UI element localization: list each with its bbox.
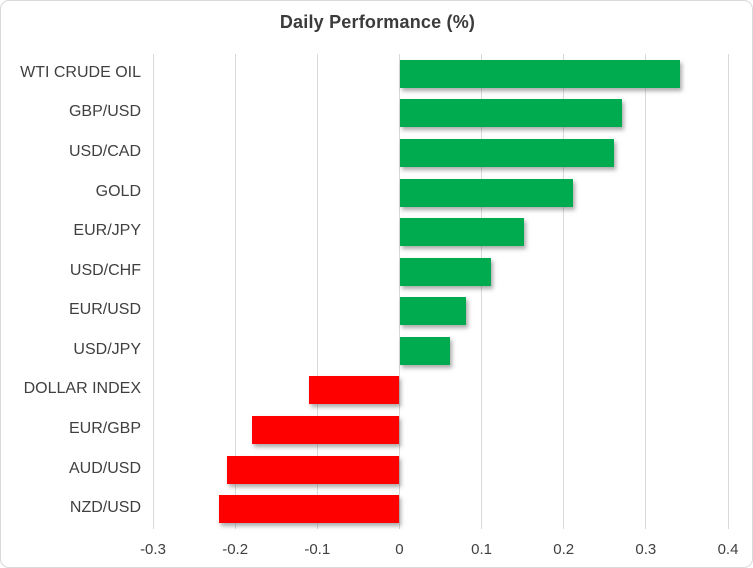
x-tick-label-0.1: 0.1: [471, 541, 492, 558]
gridline-0.1: [481, 54, 483, 529]
bar-usd-chf: [400, 257, 491, 286]
category-label-nzd-usd: NZD/USD: [69, 499, 141, 517]
x-tick-label-0.4: 0.4: [717, 541, 739, 558]
category-label-usd-chf: USD/CHF: [69, 261, 141, 279]
bar-aud-usd: [226, 455, 400, 484]
chart-title: Daily Performance (%): [279, 12, 476, 32]
bar-eur-usd: [400, 297, 467, 326]
x-tick-label-0.2: 0.2: [553, 541, 575, 558]
x-tick-label-0.3: 0.3: [635, 541, 657, 558]
bar-usd-cad: [400, 138, 614, 167]
category-label-eur-usd: EUR/USD: [68, 301, 141, 319]
category-label-gold: GOLD: [95, 182, 141, 200]
bar-nzd-usd: [218, 495, 400, 524]
category-label-eur-jpy: EUR/JPY: [73, 222, 141, 240]
bar-wti-crude-oil: [400, 59, 680, 88]
gridline--0.3: [152, 54, 154, 529]
gridline-0.4: [727, 54, 729, 529]
gridline--0.2: [234, 54, 236, 529]
gridline-0.3: [645, 54, 647, 529]
x-tick-label--0.3: -0.3: [140, 541, 166, 558]
x-tick-label-0: 0: [395, 541, 404, 558]
bar-eur-gbp: [251, 416, 400, 445]
bar-gold: [400, 178, 573, 207]
bar-usd-jpy: [400, 336, 450, 365]
category-label-eur-gbp: EUR/GBP: [68, 420, 141, 438]
category-label-aud-usd: AUD/USD: [68, 459, 141, 477]
category-label-dollar-index: DOLLAR INDEX: [23, 380, 141, 398]
category-label-usd-jpy: USD/JPY: [73, 340, 141, 358]
category-label-usd-cad: USD/CAD: [68, 142, 141, 160]
gridline-0.2: [563, 54, 565, 529]
gridline-0: [398, 54, 400, 529]
x-tick-label--0.1: -0.1: [304, 541, 331, 558]
gridline--0.1: [316, 54, 318, 529]
x-tick-label--0.2: -0.2: [222, 541, 249, 558]
bar-dollar-index: [309, 376, 400, 405]
category-label-gbp-usd: GBP/USD: [68, 103, 141, 121]
bar-gbp-usd: [400, 99, 623, 128]
category-label-wti-crude-oil: WTI CRUDE OIL: [20, 63, 141, 81]
bar-eur-jpy: [400, 218, 524, 247]
